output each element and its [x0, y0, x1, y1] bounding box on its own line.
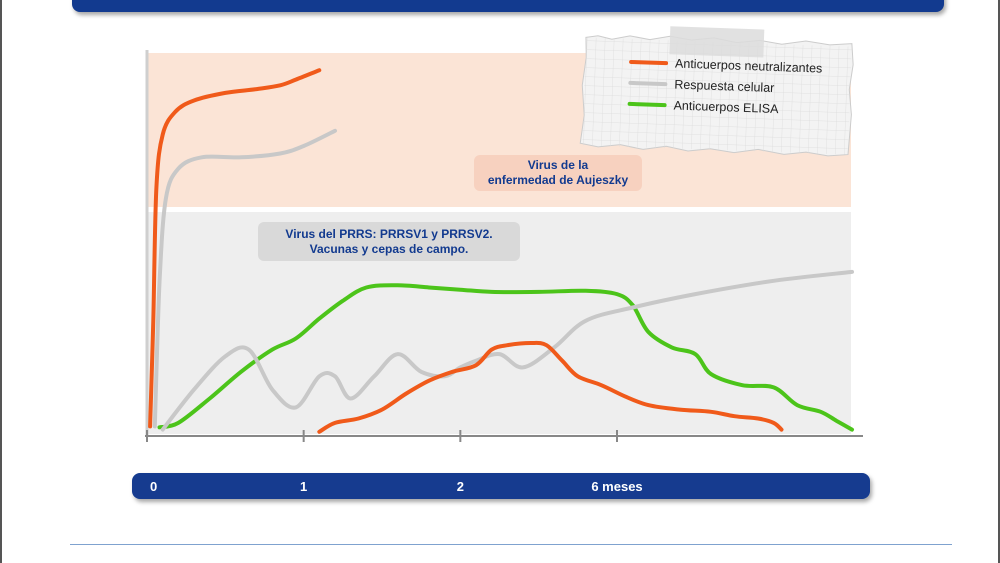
svg-text:Virus de la: Virus de la: [528, 158, 589, 172]
x-tick-label: 2: [457, 479, 464, 494]
chart-legend: Anticuerpos neutralizantes Respuesta celu…: [579, 26, 854, 157]
timeline-bar: 0 1 2 6 meses: [132, 473, 870, 499]
legend-swatch-cellular: [628, 80, 668, 87]
panel-label-prrs: Virus del PRRS: PRRSV1 y PRRSV2. Vacunas…: [258, 222, 520, 261]
svg-text:Vacunas y cepas de campo.: Vacunas y cepas de campo.: [310, 242, 469, 256]
x-tick-label: 6 meses: [591, 479, 642, 494]
x-tick-label: 0: [150, 479, 157, 494]
series-aujeszky-cellular: [152, 128, 337, 429]
svg-text:Virus del PRRS: PRRSV1 y PRRSV: Virus del PRRS: PRRSV1 y PRRSV2.: [285, 227, 492, 241]
page-border-left: [0, 0, 2, 563]
legend-tape: [669, 26, 765, 58]
footer-rule: [70, 544, 952, 545]
x-tick-label: 1: [300, 479, 307, 494]
series-prrs-neutralizing: [317, 340, 784, 434]
legend-swatch-neutralizing: [629, 59, 669, 66]
series-prrs-cellular: [160, 269, 854, 432]
svg-text:enfermedad de Aujeszky: enfermedad de Aujeszky: [488, 173, 629, 187]
panel-label-aujeszky: Virus de la enfermedad de Aujeszky: [474, 155, 642, 191]
page-border-right: [998, 0, 1000, 563]
legend-swatch-elisa: [627, 101, 667, 108]
legend-label-cellular: Respuesta celular: [674, 77, 774, 94]
series-aujeszky-neutralizing: [148, 68, 322, 429]
header-banner: [72, 0, 944, 12]
series-prrs-elisa: [157, 283, 854, 432]
legend-label-neutralizing: Anticuerpos neutralizantes: [675, 56, 823, 75]
legend-label-elisa: Anticuerpos ELISA: [673, 98, 779, 116]
